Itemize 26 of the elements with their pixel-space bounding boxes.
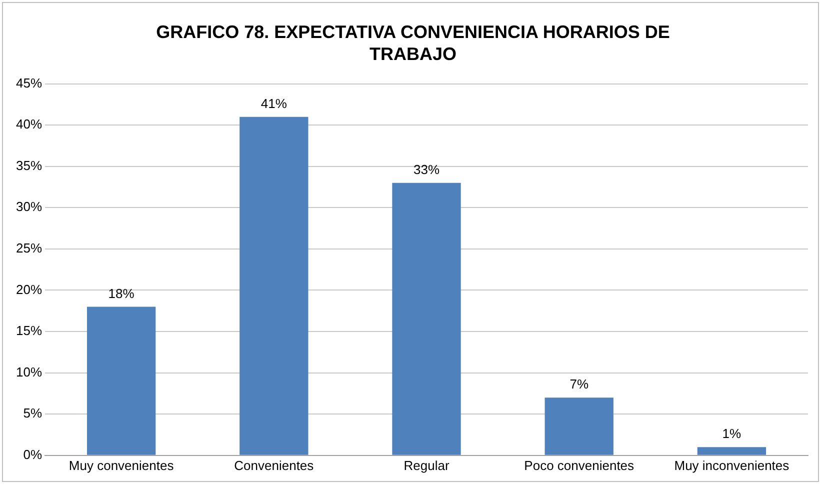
y-tick-label: 10% xyxy=(16,364,42,380)
y-tick-label: 20% xyxy=(16,282,42,297)
x-tick-label: Regular xyxy=(404,458,450,473)
y-tick-label: 35% xyxy=(16,158,42,173)
data-label: 41% xyxy=(260,96,288,111)
y-tick-label: 5% xyxy=(23,406,42,421)
x-tick-label: Convenientes xyxy=(234,458,314,473)
bar xyxy=(544,398,614,455)
data-label: 18% xyxy=(108,286,135,301)
bar xyxy=(240,116,308,455)
data-label: 1% xyxy=(722,426,742,442)
data-label: 7% xyxy=(570,376,589,392)
x-tick-label: Poco convenientes xyxy=(524,458,635,473)
x-tick-label: Muy inconvenientes xyxy=(674,458,790,473)
data-label: 33% xyxy=(413,162,440,177)
y-tick-label: 0% xyxy=(23,446,42,462)
bar xyxy=(697,447,766,455)
bar xyxy=(392,182,461,455)
chart-title: GRAFICO 78. EXPECTATIVA CONVENIENCIA HORARIOS DE TRABAJO xyxy=(155,21,671,65)
y-tick-label: 30% xyxy=(16,199,42,214)
y-tick-label: 15% xyxy=(16,323,42,338)
y-tick-label: 25% xyxy=(16,240,42,256)
y-tick-label: 40% xyxy=(16,116,42,132)
bar xyxy=(86,306,156,455)
x-tick-label: Muy convenientes xyxy=(68,458,174,473)
y-tick-label: 45% xyxy=(16,75,42,90)
